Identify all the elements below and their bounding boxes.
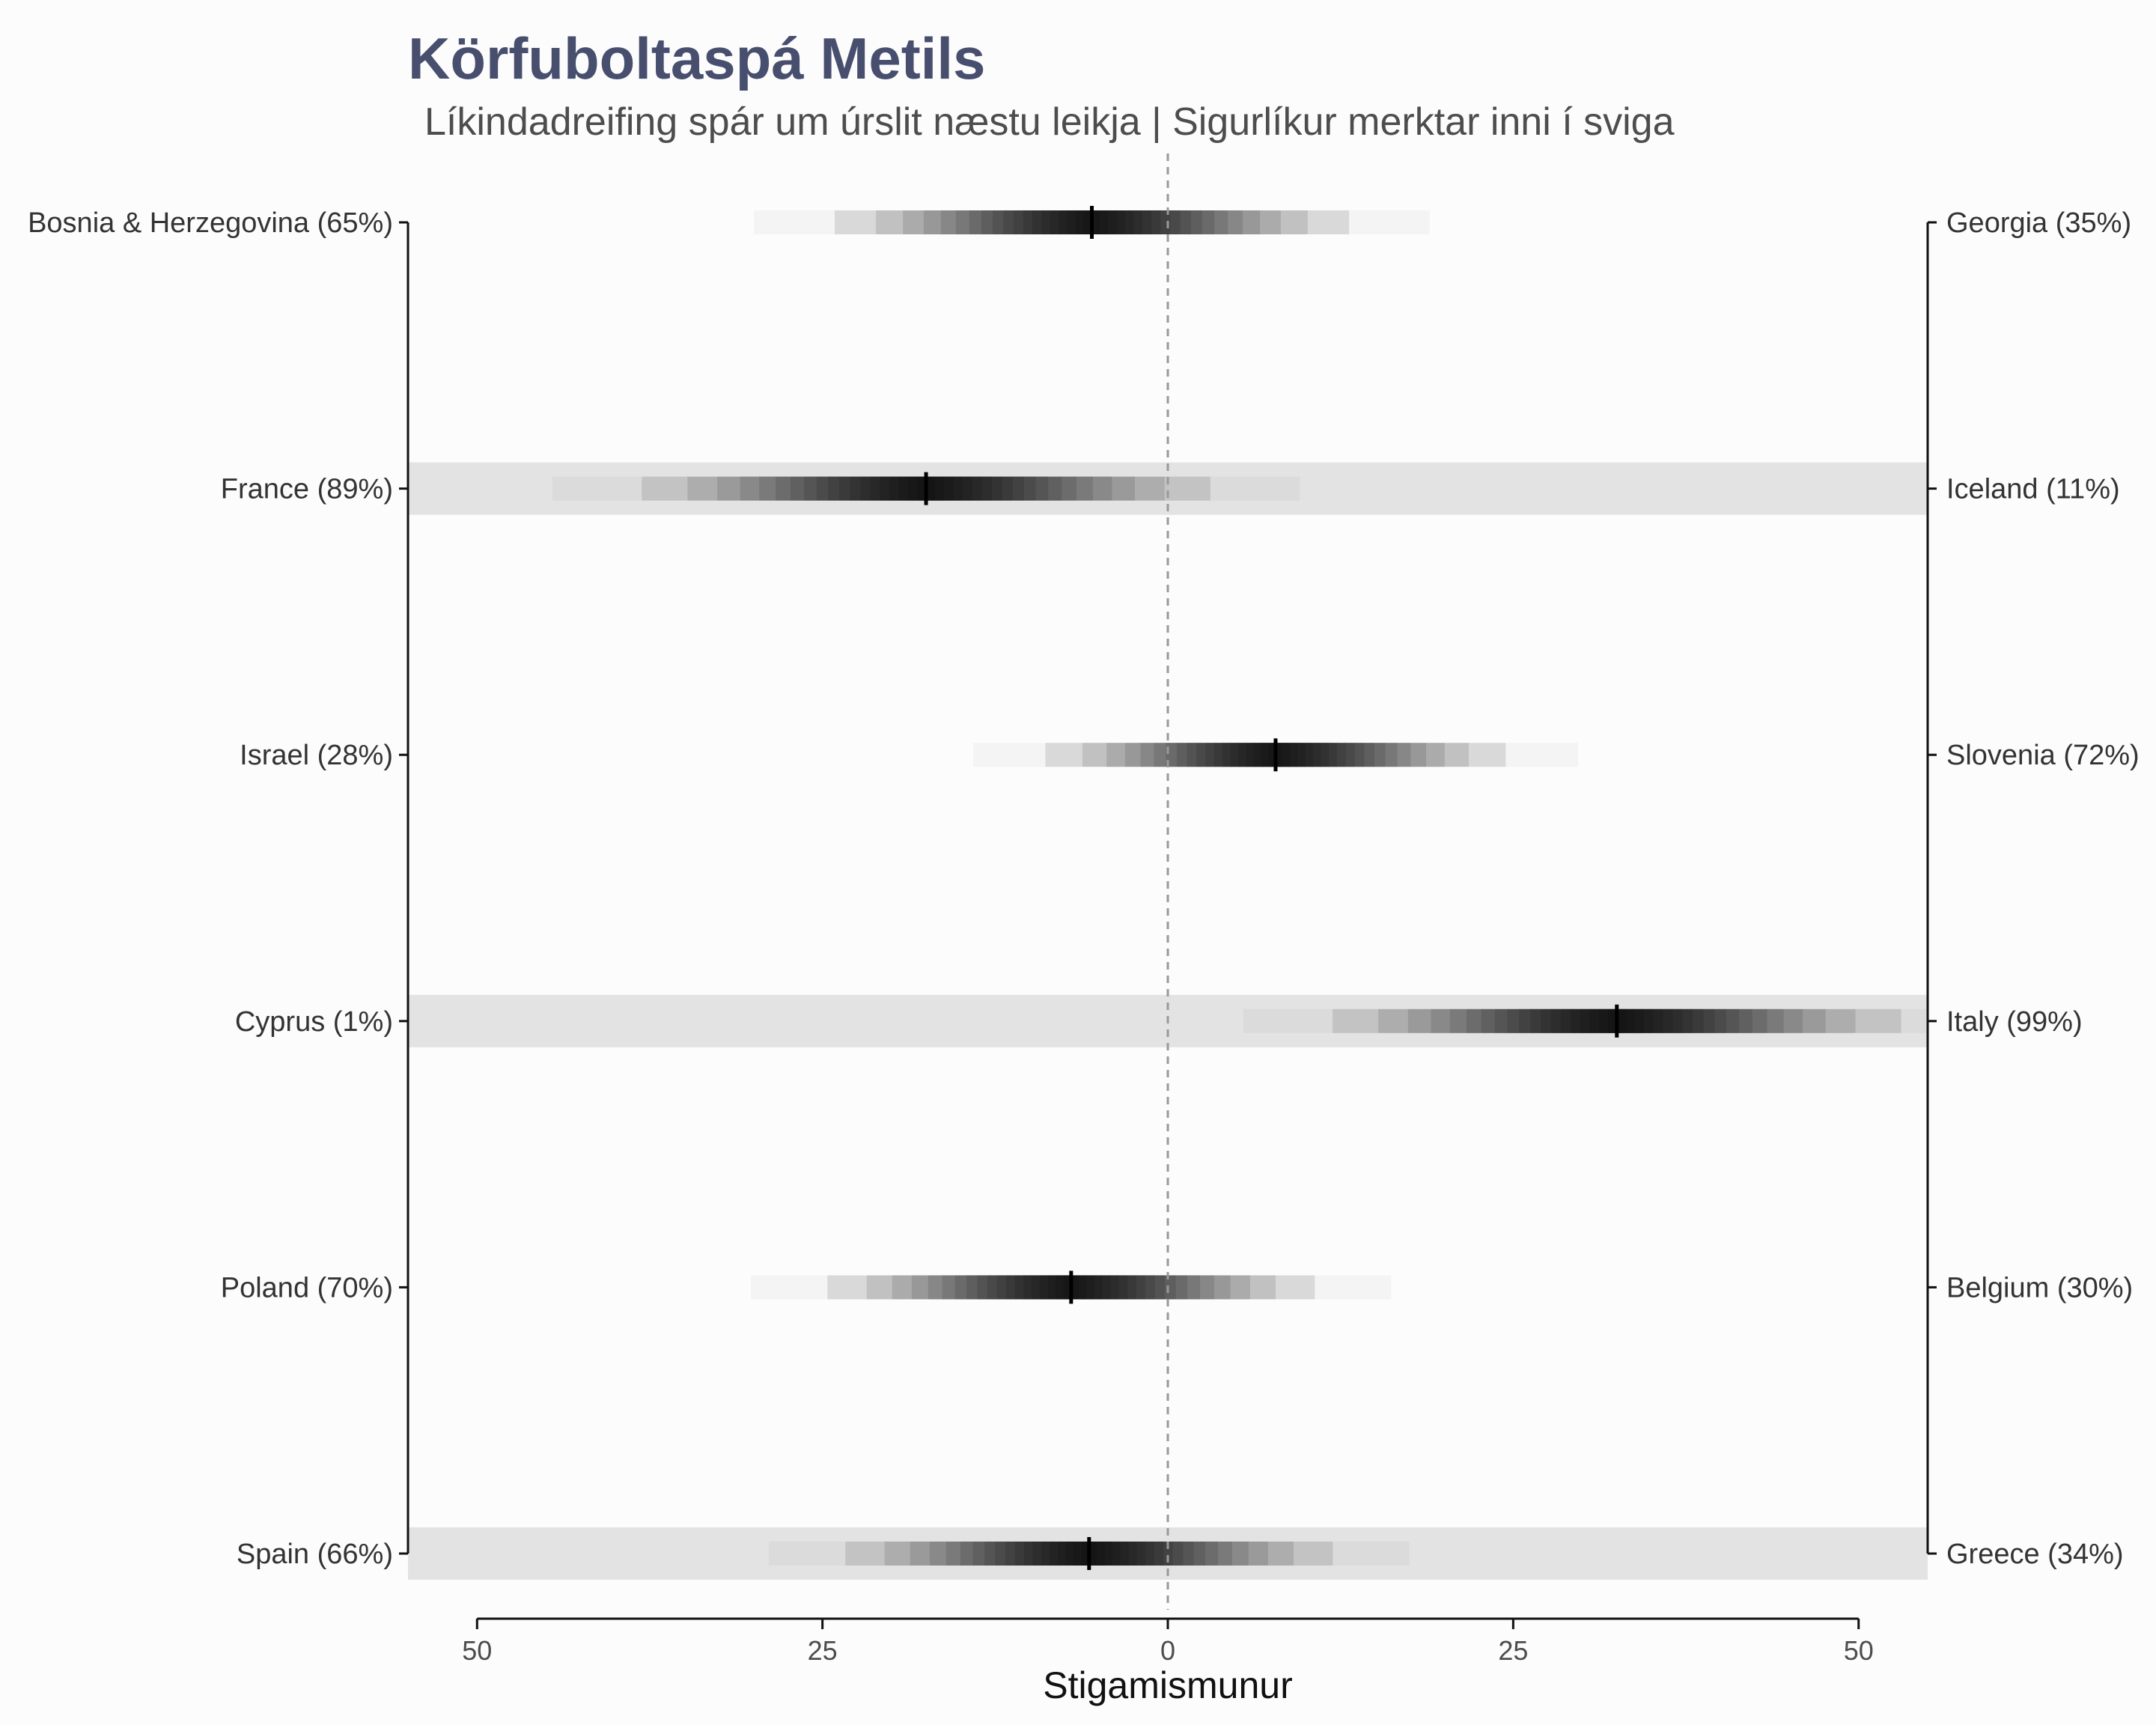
distribution-strip [1332,1008,1901,1033]
x-tick-label: 0 [1160,1635,1175,1666]
away-team-label: Iceland (11%) [1946,474,2120,505]
home-team-label: Israel (28%) [240,740,393,771]
home-team-label: France (89%) [221,474,393,505]
home-team-label: Bosnia & Herzegovina (65%) [28,207,393,239]
x-tick-label: 50 [1844,1635,1874,1666]
median-markers [924,206,1619,1570]
chart-subtitle: Líkindadreifing spár um úrslit næstu lei… [424,100,1675,144]
away-team-label: Belgium (30%) [1946,1272,2133,1303]
x-tick-label: 25 [808,1635,838,1666]
away-team-label: Georgia (35%) [1946,207,2131,239]
away-team-label: Italy (99%) [1946,1006,2083,1038]
x-axis: 50 25 0 25 50 [462,1617,1874,1666]
x-tick-label: 50 [462,1635,492,1666]
chart-title: Körfuboltaspá Metils [408,25,985,91]
home-team-label: Poland (70%) [221,1272,393,1303]
away-team-label: Slovenia (72%) [1946,740,2140,771]
x-tick-label: 25 [1498,1635,1528,1666]
away-team-label: Greece (34%) [1946,1539,2124,1570]
y-axes: Bosnia & Herzegovina (65%) Georgia (35%) F… [28,207,2140,1570]
home-team-label: Spain (66%) [237,1539,393,1570]
x-axis-label: Stigamismunur [1043,1664,1292,1706]
home-team-label: Cyprus (1%) [235,1006,393,1038]
